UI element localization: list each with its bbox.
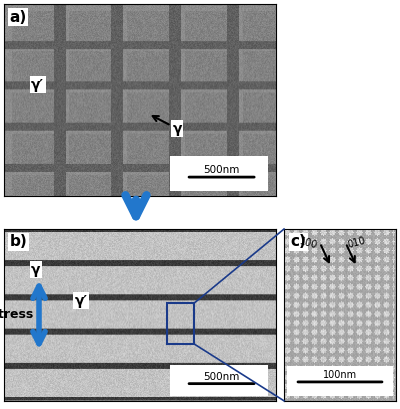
- Text: γ′: γ′: [31, 78, 44, 92]
- Text: 010: 010: [347, 236, 367, 250]
- Text: c): c): [291, 234, 306, 249]
- Text: 100nm: 100nm: [323, 370, 357, 380]
- Text: γ: γ: [31, 263, 40, 277]
- Text: 500nm: 500nm: [204, 165, 240, 175]
- FancyBboxPatch shape: [170, 156, 268, 191]
- Text: Stress: Stress: [0, 308, 34, 321]
- FancyBboxPatch shape: [287, 366, 393, 396]
- Text: γ: γ: [153, 116, 182, 136]
- Text: 500nm: 500nm: [204, 372, 240, 382]
- Text: 100: 100: [298, 236, 319, 250]
- FancyBboxPatch shape: [170, 365, 268, 396]
- Text: a): a): [10, 10, 27, 25]
- Bar: [167, 303, 194, 344]
- Text: b): b): [10, 234, 27, 249]
- Text: γ′: γ′: [75, 294, 88, 308]
